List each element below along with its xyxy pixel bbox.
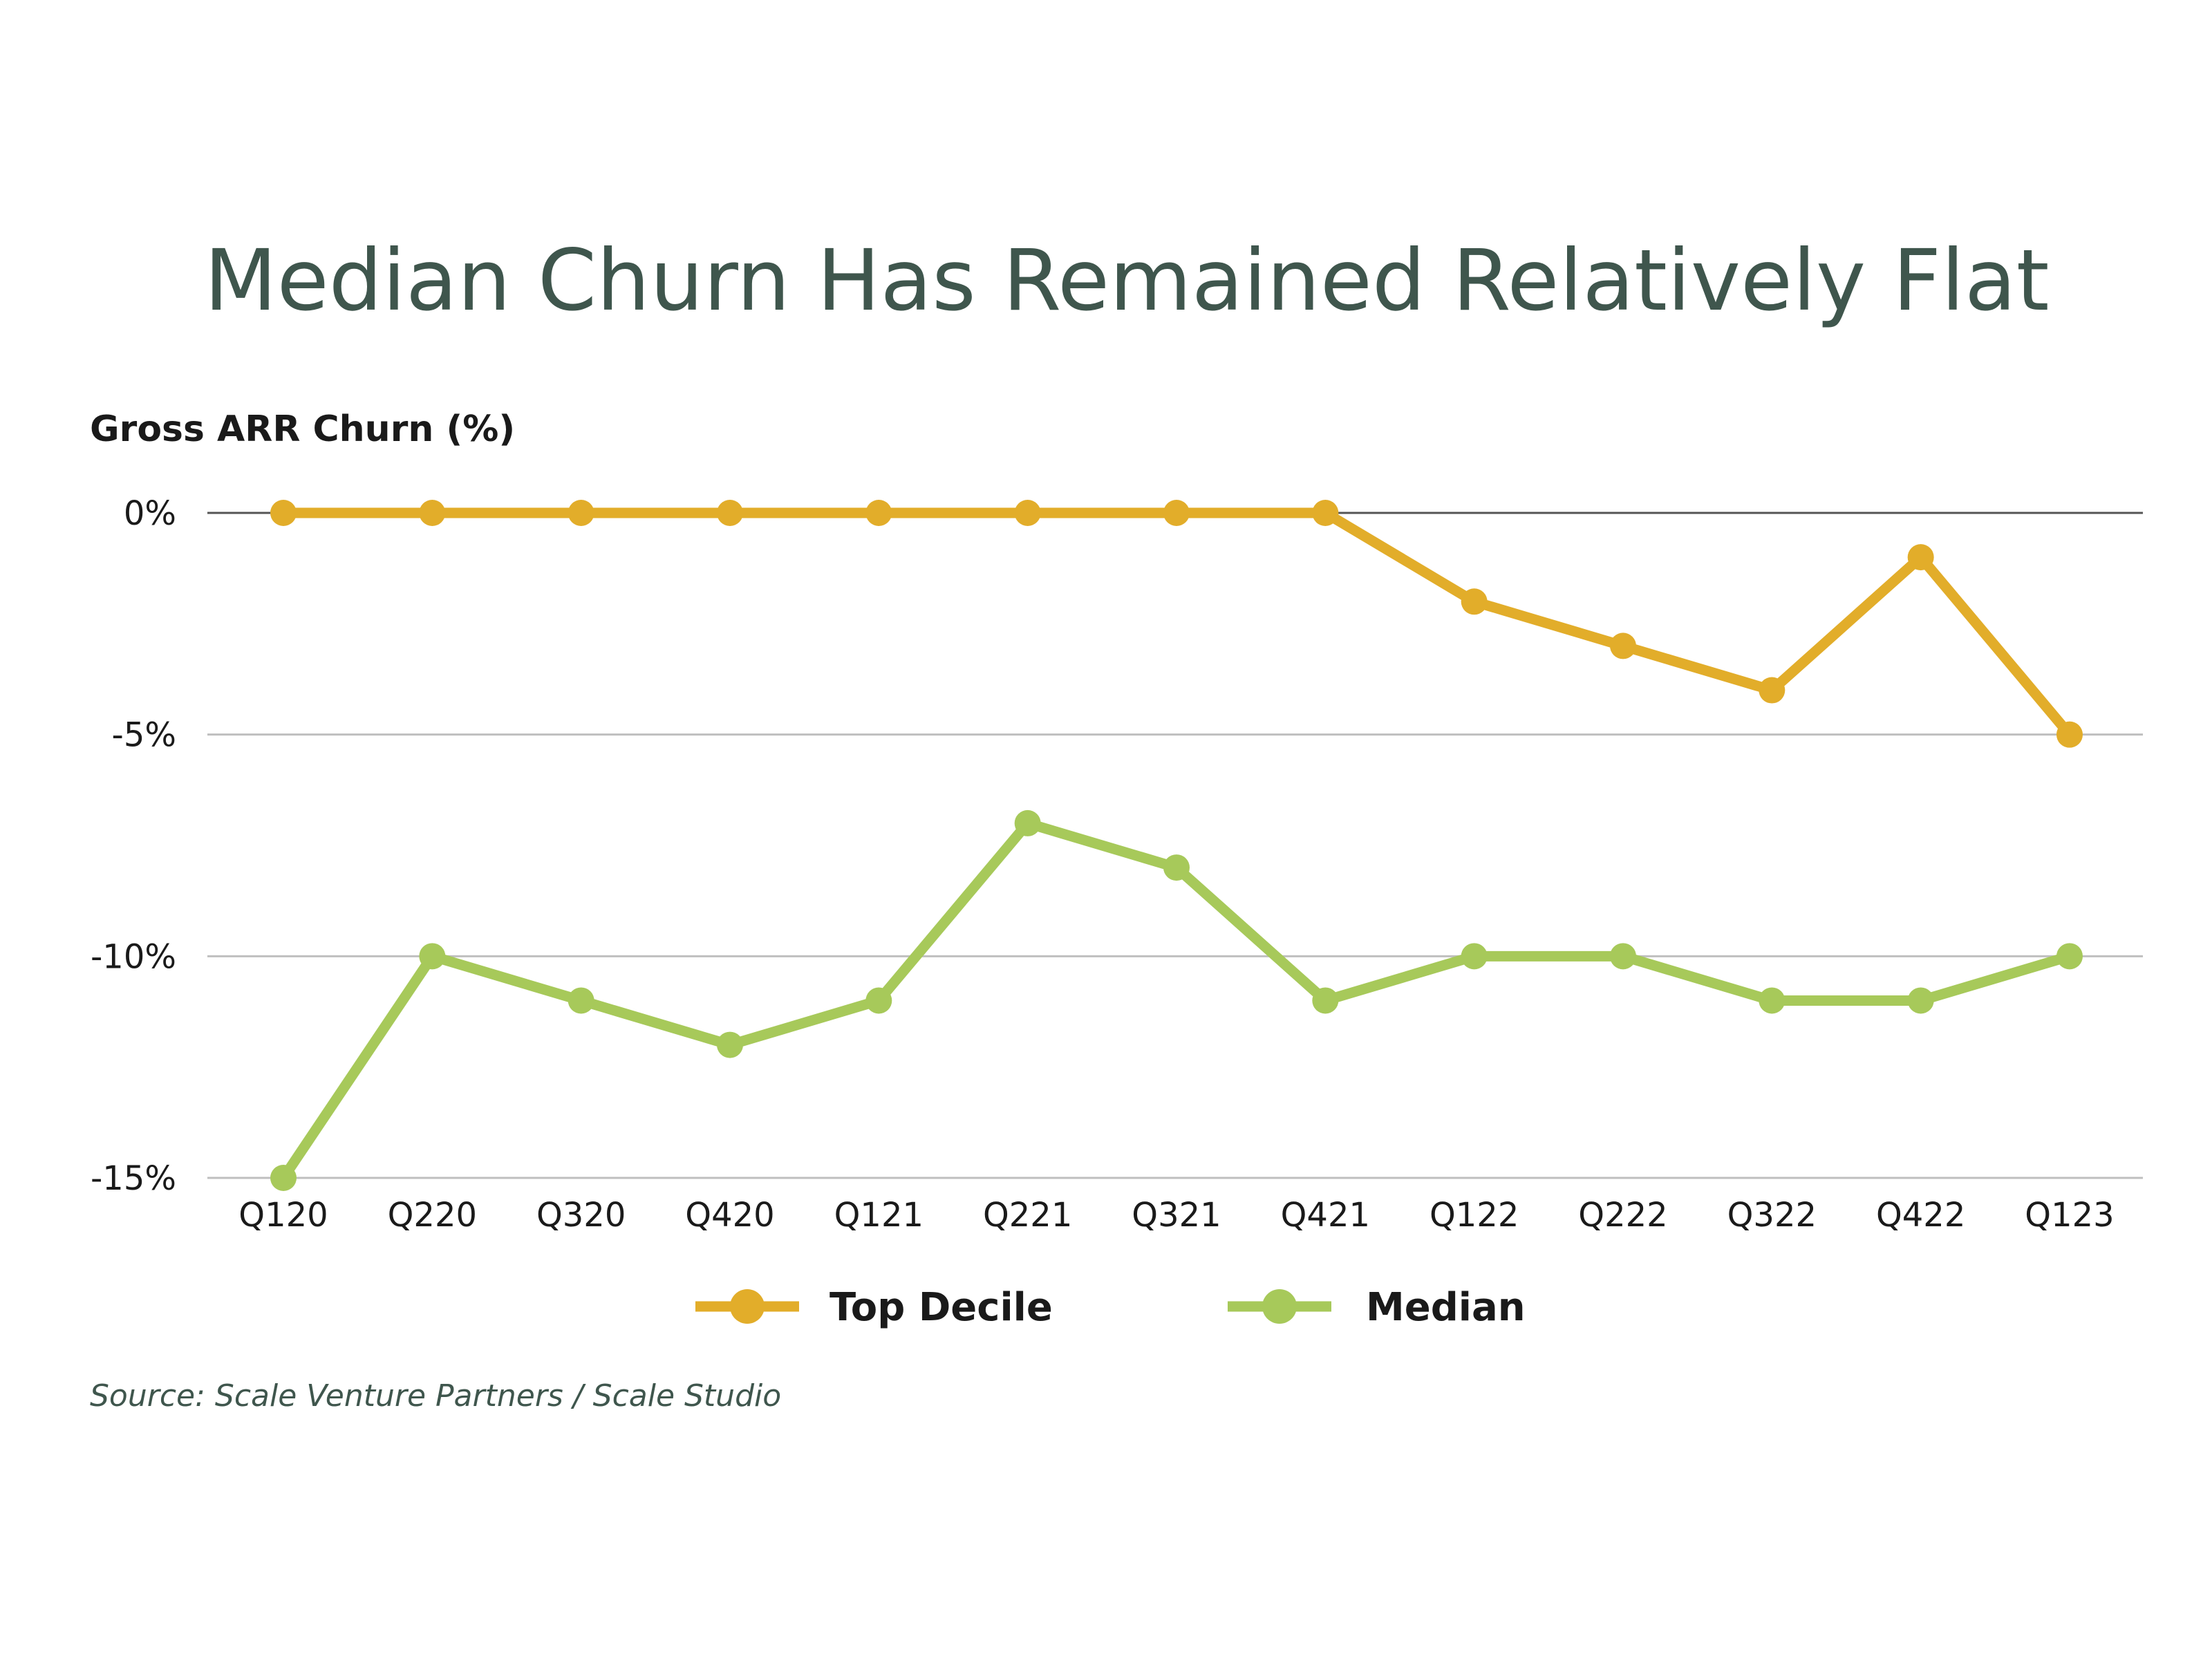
data-point (419, 500, 446, 526)
data-point (1461, 943, 1488, 970)
data-point (2056, 943, 2083, 970)
data-point (2056, 721, 2083, 748)
series-median (270, 809, 2083, 1191)
y-tick-label: -5% (112, 716, 176, 755)
data-point (1610, 632, 1636, 659)
chart-title: Median Churn Has Remained Relatively Fla… (204, 232, 2049, 330)
x-tick-label: Q120 (238, 1196, 328, 1235)
data-point (270, 500, 297, 526)
data-point (568, 987, 594, 1014)
data-point (1461, 588, 1488, 615)
x-tick-label: Q420 (685, 1196, 774, 1235)
x-tick-label: Q220 (388, 1196, 477, 1235)
legend-item: Median (1228, 1285, 1526, 1330)
data-point (865, 500, 892, 526)
series-top-decile (270, 500, 2083, 748)
source-note: Source: Scale Venture Partners / Scale S… (90, 1378, 781, 1414)
y-axis-label: Gross ARR Churn (%) (90, 409, 515, 450)
x-tick-label: Q221 (983, 1196, 1072, 1235)
data-point (1312, 500, 1339, 526)
x-tick-label: Q222 (1578, 1196, 1667, 1235)
x-tick-label: Q422 (1876, 1196, 1965, 1235)
data-point (1907, 544, 1934, 571)
data-point (568, 500, 594, 526)
x-tick-label: Q421 (1281, 1196, 1370, 1235)
x-tick-label: Q320 (536, 1196, 626, 1235)
data-point (1014, 500, 1041, 526)
data-point (1759, 987, 1785, 1014)
data-point (1163, 500, 1190, 526)
legend-swatch-marker (1262, 1289, 1297, 1324)
legend-label: Top Decile (830, 1285, 1053, 1330)
series-line (278, 507, 2075, 740)
data-point (717, 500, 743, 526)
data-point (1014, 809, 1041, 836)
series-lines (270, 500, 2083, 1191)
x-tick-label: Q321 (1132, 1196, 1221, 1235)
x-tick-label: Q121 (834, 1196, 924, 1235)
x-tick-label: Q322 (1727, 1196, 1817, 1235)
data-point (419, 943, 446, 970)
x-tick-label: Q123 (2025, 1196, 2114, 1235)
y-tick-label: -10% (91, 937, 176, 976)
legend-label: Median (1366, 1285, 1526, 1330)
data-point (270, 1165, 297, 1191)
legend-swatch-marker (730, 1289, 765, 1324)
data-point (1163, 854, 1190, 881)
data-point (1907, 987, 1934, 1014)
legend-item: Top Decile (695, 1285, 1053, 1330)
y-tick-label: -15% (91, 1159, 176, 1198)
legend: Top Decile Median (695, 1285, 1526, 1330)
y-axis-ticks: 0% -5% -10% -15% (91, 494, 176, 1198)
data-point (1312, 987, 1339, 1014)
y-tick-label: 0% (124, 494, 176, 533)
data-point (865, 987, 892, 1014)
data-point (1610, 943, 1636, 970)
x-axis-ticks: Q120 Q220 Q320 Q420 Q121 Q221 Q321 Q421 Q122 Q222… (238, 1196, 2114, 1235)
x-tick-label: Q122 (1430, 1196, 1519, 1235)
data-point (1759, 677, 1785, 704)
data-point (717, 1031, 743, 1058)
